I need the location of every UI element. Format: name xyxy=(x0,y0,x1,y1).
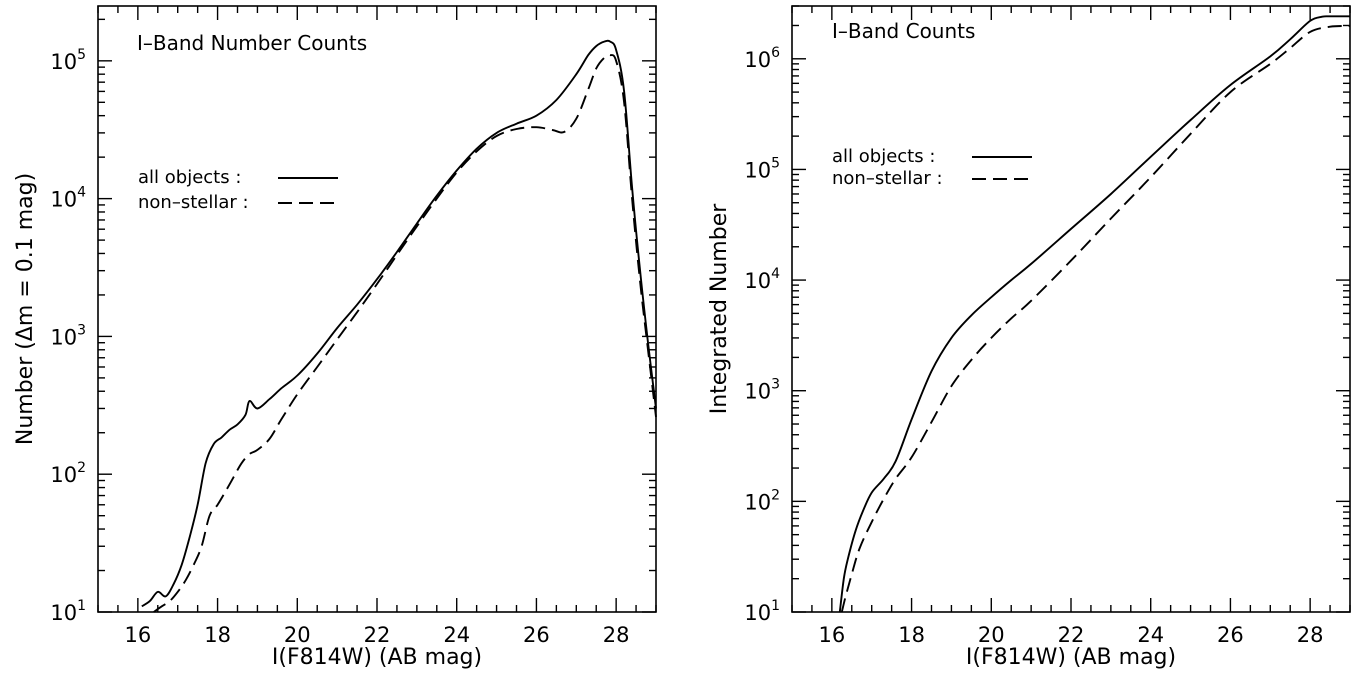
x-tick-label: 28 xyxy=(603,623,630,647)
x-tick-label: 18 xyxy=(204,623,231,647)
left-axis-ticks xyxy=(97,6,657,613)
series-line-all-objects xyxy=(141,39,657,608)
y-tick-label: 106 xyxy=(744,45,780,72)
left-x-axis-label: I(F814W) (AB mag) xyxy=(272,645,482,670)
y-tick-label: 103 xyxy=(744,377,780,404)
right-legend-label-all-objects: all objects : xyxy=(832,146,935,167)
x-tick-label: 22 xyxy=(1058,623,1085,647)
left-legend: all objects : non–stellar : xyxy=(138,167,338,213)
y-tick-label: 104 xyxy=(744,266,780,293)
y-tick-label: 101 xyxy=(50,598,86,625)
right-panel-integrated-counts: 16 18 20 22 24 26 28 101 102 103 104 105 106 I–Band… xyxy=(707,5,1351,670)
y-tick-label: 101 xyxy=(744,598,780,625)
x-tick-label: 16 xyxy=(818,623,845,647)
x-tick-label: 24 xyxy=(443,623,470,647)
left-x-tick-labels: 16 18 20 22 24 26 28 xyxy=(124,623,629,647)
x-tick-label: 26 xyxy=(523,623,550,647)
left-series xyxy=(141,39,657,613)
right-legend: all objects : non–stellar : xyxy=(832,146,1032,189)
left-legend-label-non-stellar: non–stellar : xyxy=(138,192,249,213)
left-plot-frame xyxy=(97,5,657,613)
series-line-non-stellar xyxy=(153,54,657,613)
x-tick-label: 16 xyxy=(124,623,151,647)
right-y-tick-labels: 101 102 103 104 105 106 xyxy=(744,45,780,625)
right-x-axis-label: I(F814W) (AB mag) xyxy=(966,645,1176,670)
x-tick-label: 20 xyxy=(284,623,311,647)
right-axis-ticks xyxy=(791,5,1351,613)
right-plot-frame xyxy=(791,5,1351,613)
y-tick-label: 103 xyxy=(50,322,86,349)
x-tick-label: 28 xyxy=(1297,623,1324,647)
x-tick-label: 24 xyxy=(1137,623,1164,647)
x-tick-label: 26 xyxy=(1217,623,1244,647)
right-series xyxy=(838,15,1351,613)
right-y-axis-label: Integrated Number xyxy=(707,203,732,415)
y-tick-label: 105 xyxy=(744,155,780,182)
series-line-all-objects xyxy=(838,15,1350,613)
right-x-tick-labels: 16 18 20 22 24 26 28 xyxy=(818,623,1323,647)
x-tick-label: 20 xyxy=(978,623,1005,647)
left-y-axis-label: Number (Δm = 0.1 mag) xyxy=(13,173,38,445)
y-tick-label: 105 xyxy=(50,47,86,74)
y-tick-label: 104 xyxy=(50,185,86,212)
left-panel-number-counts: 16 18 20 22 24 26 28 101 102 103 104 105 I–Band Nu… xyxy=(13,5,657,670)
y-tick-label: 102 xyxy=(50,460,86,487)
y-tick-label: 102 xyxy=(744,487,780,514)
series-line-non-stellar xyxy=(840,25,1351,613)
right-panel-annotation: I–Band Counts xyxy=(832,19,975,43)
left-legend-label-all-objects: all objects : xyxy=(138,167,241,188)
right-legend-label-non-stellar: non–stellar : xyxy=(832,168,943,189)
left-y-tick-labels: 101 102 103 104 105 xyxy=(50,47,86,625)
left-panel-annotation: I–Band Number Counts xyxy=(137,31,367,55)
x-tick-label: 22 xyxy=(364,623,391,647)
x-tick-label: 18 xyxy=(898,623,925,647)
